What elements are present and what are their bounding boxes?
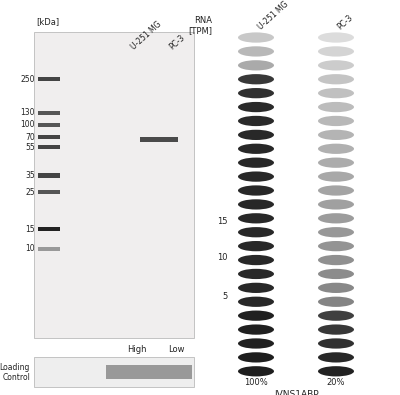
- Ellipse shape: [238, 32, 274, 43]
- Text: 130: 130: [20, 108, 35, 117]
- Text: 10: 10: [218, 253, 228, 262]
- Ellipse shape: [238, 60, 274, 70]
- Ellipse shape: [238, 352, 274, 363]
- Text: 25: 25: [25, 188, 35, 197]
- Text: 20%: 20%: [327, 378, 345, 387]
- Ellipse shape: [238, 102, 274, 112]
- Ellipse shape: [238, 158, 274, 168]
- Ellipse shape: [318, 324, 354, 335]
- Ellipse shape: [318, 102, 354, 112]
- FancyBboxPatch shape: [106, 365, 150, 379]
- Text: High: High: [128, 345, 147, 354]
- FancyBboxPatch shape: [38, 173, 60, 178]
- Ellipse shape: [318, 297, 354, 307]
- Ellipse shape: [238, 74, 274, 85]
- Text: 70: 70: [25, 133, 35, 142]
- FancyBboxPatch shape: [140, 137, 178, 142]
- Ellipse shape: [238, 46, 274, 56]
- Ellipse shape: [318, 171, 354, 182]
- Text: 100%: 100%: [244, 378, 268, 387]
- Text: RNA
[TPM]: RNA [TPM]: [188, 16, 212, 35]
- Ellipse shape: [238, 130, 274, 140]
- Ellipse shape: [318, 310, 354, 321]
- FancyBboxPatch shape: [38, 247, 60, 251]
- Ellipse shape: [318, 32, 354, 43]
- FancyBboxPatch shape: [38, 135, 60, 139]
- Text: 10: 10: [25, 245, 35, 254]
- Text: U-251 MG: U-251 MG: [256, 0, 290, 32]
- Text: U-251 MG: U-251 MG: [129, 20, 163, 51]
- Ellipse shape: [238, 324, 274, 335]
- FancyBboxPatch shape: [148, 365, 192, 379]
- Ellipse shape: [318, 144, 354, 154]
- Ellipse shape: [318, 283, 354, 293]
- Ellipse shape: [238, 185, 274, 196]
- Ellipse shape: [318, 46, 354, 56]
- Ellipse shape: [238, 339, 274, 349]
- Ellipse shape: [238, 213, 274, 224]
- Text: Low: Low: [168, 345, 184, 354]
- Text: PC-3: PC-3: [336, 13, 355, 32]
- Ellipse shape: [238, 88, 274, 98]
- Ellipse shape: [238, 144, 274, 154]
- Ellipse shape: [318, 88, 354, 98]
- Ellipse shape: [238, 116, 274, 126]
- Ellipse shape: [318, 60, 354, 70]
- Text: 250: 250: [20, 75, 35, 84]
- Ellipse shape: [238, 297, 274, 307]
- FancyBboxPatch shape: [38, 145, 60, 149]
- FancyBboxPatch shape: [34, 357, 194, 387]
- Ellipse shape: [318, 227, 354, 237]
- Text: IVNS1ABP: IVNS1ABP: [274, 390, 318, 395]
- Ellipse shape: [318, 199, 354, 209]
- Text: Loading
Control: Loading Control: [0, 363, 30, 382]
- Text: 15: 15: [218, 217, 228, 226]
- Ellipse shape: [318, 352, 354, 363]
- Ellipse shape: [318, 116, 354, 126]
- Ellipse shape: [318, 269, 354, 279]
- Ellipse shape: [318, 241, 354, 251]
- Ellipse shape: [318, 366, 354, 376]
- Ellipse shape: [318, 158, 354, 168]
- Ellipse shape: [238, 199, 274, 209]
- Ellipse shape: [238, 241, 274, 251]
- Text: 35: 35: [25, 171, 35, 180]
- Ellipse shape: [318, 213, 354, 224]
- FancyBboxPatch shape: [38, 123, 60, 127]
- Text: PC-3: PC-3: [168, 33, 187, 51]
- FancyBboxPatch shape: [38, 111, 60, 115]
- FancyBboxPatch shape: [38, 227, 60, 231]
- Ellipse shape: [238, 227, 274, 237]
- Text: 5: 5: [223, 292, 228, 301]
- Ellipse shape: [318, 255, 354, 265]
- FancyBboxPatch shape: [38, 77, 60, 81]
- Text: 100: 100: [20, 120, 35, 130]
- FancyBboxPatch shape: [38, 190, 60, 194]
- Text: [kDa]: [kDa]: [36, 17, 59, 26]
- Text: 15: 15: [25, 224, 35, 233]
- FancyBboxPatch shape: [34, 32, 194, 338]
- Text: 55: 55: [25, 143, 35, 152]
- Ellipse shape: [318, 130, 354, 140]
- Ellipse shape: [238, 255, 274, 265]
- Ellipse shape: [318, 339, 354, 349]
- Ellipse shape: [238, 310, 274, 321]
- Ellipse shape: [318, 185, 354, 196]
- Ellipse shape: [318, 74, 354, 85]
- Ellipse shape: [238, 269, 274, 279]
- Ellipse shape: [238, 366, 274, 376]
- Ellipse shape: [238, 283, 274, 293]
- Ellipse shape: [238, 171, 274, 182]
